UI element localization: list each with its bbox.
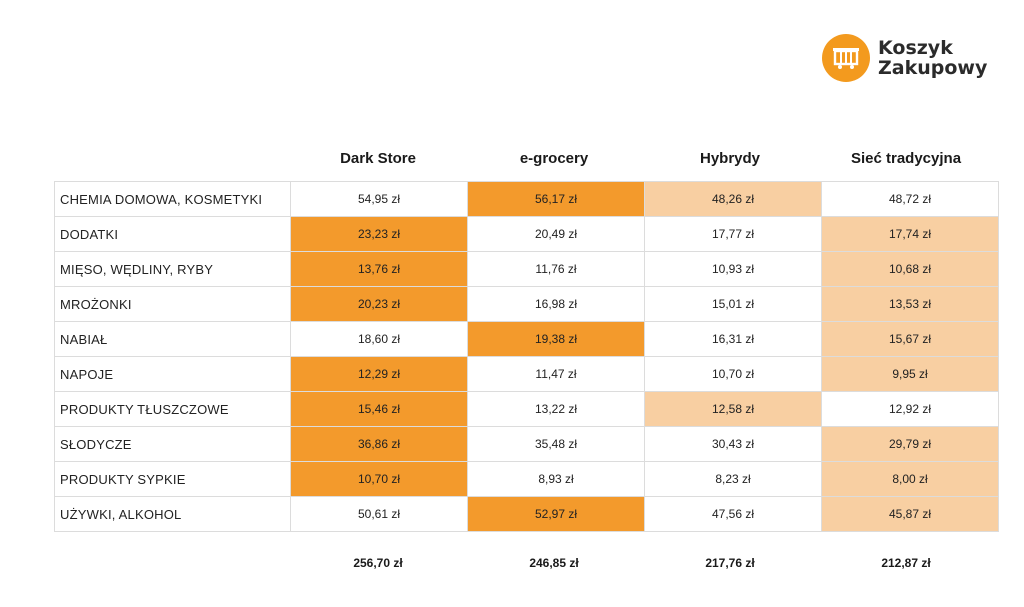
row-label: NAPOJE — [54, 356, 291, 392]
price-cell: 20,49 zł — [467, 216, 645, 252]
price-cell: 10,93 zł — [644, 251, 822, 287]
table-row: CHEMIA DOMOWA, KOSMETYKI 54,95 zł 56,17 zł… — [54, 181, 999, 217]
shopping-basket-icon — [822, 34, 870, 82]
total-e-grocery: 246,85 zł — [529, 556, 579, 570]
price-cell: 47,56 zł — [644, 496, 822, 532]
row-label: PRODUKTY TŁUSZCZOWE — [54, 391, 291, 427]
price-cell: 12,29 zł — [290, 356, 468, 392]
table-row: NABIAŁ 18,60 zł 19,38 zł 16,31 zł 15,67 zł — [54, 321, 999, 357]
price-cell: 15,01 zł — [644, 286, 822, 322]
column-header-siec-tradycyjna: Sieć tradycyjna — [850, 150, 962, 167]
price-cell: 13,22 zł — [467, 391, 645, 427]
price-cell: 48,72 zł — [821, 181, 999, 217]
price-cell: 11,76 zł — [467, 251, 645, 287]
total-dark-store: 256,70 zł — [353, 556, 403, 570]
price-cell: 10,68 zł — [821, 251, 999, 287]
price-cell: 19,38 zł — [467, 321, 645, 357]
price-cell: 17,74 zł — [821, 216, 999, 252]
price-cell: 35,48 zł — [467, 426, 645, 462]
price-cell: 16,98 zł — [467, 286, 645, 322]
price-cell: 23,23 zł — [290, 216, 468, 252]
brand-logo: Koszyk Zakupowy — [822, 34, 987, 82]
brand-name: Koszyk Zakupowy — [878, 38, 987, 78]
total-siec-tradycyjna: 212,87 zł — [881, 556, 931, 570]
row-label: SŁODYCZE — [54, 426, 291, 462]
row-label: MIĘSO, WĘDLINY, RYBY — [54, 251, 291, 287]
row-label: MROŻONKI — [54, 286, 291, 322]
table-row: MROŻONKI 20,23 zł 16,98 zł 15,01 zł 13,53 zł — [54, 286, 999, 322]
price-cell: 16,31 zł — [644, 321, 822, 357]
table-row: PRODUKTY SYPKIE 10,70 zł 8,93 zł 8,23 zł 8,0… — [54, 461, 999, 497]
price-cell: 15,67 zł — [821, 321, 999, 357]
price-cell: 10,70 zł — [290, 461, 468, 497]
column-header-hybrydy: Hybrydy — [699, 150, 761, 167]
price-comparison-table: CHEMIA DOMOWA, KOSMETYKI 54,95 zł 56,17 zł… — [54, 181, 999, 532]
price-cell: 9,95 zł — [821, 356, 999, 392]
price-cell: 18,60 zł — [290, 321, 468, 357]
table-row: SŁODYCZE 36,86 zł 35,48 zł 30,43 zł 29,79 zł — [54, 426, 999, 462]
brand-line-1: Koszyk — [878, 37, 953, 59]
table-row: NAPOJE 12,29 zł 11,47 zł 10,70 zł 9,95 zł — [54, 356, 999, 392]
price-cell: 15,46 zł — [290, 391, 468, 427]
row-label: NABIAŁ — [54, 321, 291, 357]
row-label: CHEMIA DOMOWA, KOSMETYKI — [54, 181, 291, 217]
price-cell: 20,23 zł — [290, 286, 468, 322]
total-hybrydy: 217,76 zł — [705, 556, 755, 570]
price-cell: 11,47 zł — [467, 356, 645, 392]
price-cell: 48,26 zł — [644, 181, 822, 217]
table-row: DODATKI 23,23 zł 20,49 zł 17,77 zł 17,74 zł — [54, 216, 999, 252]
row-label: PRODUKTY SYPKIE — [54, 461, 291, 497]
price-cell: 54,95 zł — [290, 181, 468, 217]
price-cell: 45,87 zł — [821, 496, 999, 532]
price-cell: 8,93 zł — [467, 461, 645, 497]
brand-line-2: Zakupowy — [878, 57, 988, 79]
table-row: UŻYWKI, ALKOHOL 50,61 zł 52,97 zł 47,56 zł 4… — [54, 496, 999, 532]
row-label: DODATKI — [54, 216, 291, 252]
price-cell: 17,77 zł — [644, 216, 822, 252]
price-cell: 50,61 zł — [290, 496, 468, 532]
price-cell: 12,92 zł — [821, 391, 999, 427]
price-cell: 13,76 zł — [290, 251, 468, 287]
column-header-e-grocery: e-grocery — [519, 150, 589, 167]
row-label: UŻYWKI, ALKOHOL — [54, 496, 291, 532]
price-cell: 56,17 zł — [467, 181, 645, 217]
price-cell: 52,97 zł — [467, 496, 645, 532]
table-row: MIĘSO, WĘDLINY, RYBY 13,76 zł 11,76 zł 10,9… — [54, 251, 999, 287]
price-cell: 12,58 zł — [644, 391, 822, 427]
price-cell: 13,53 zł — [821, 286, 999, 322]
price-cell: 30,43 zł — [644, 426, 822, 462]
price-cell: 8,23 zł — [644, 461, 822, 497]
price-cell: 29,79 zł — [821, 426, 999, 462]
price-cell: 8,00 zł — [821, 461, 999, 497]
column-header-dark-store: Dark Store — [340, 150, 416, 167]
table-row: PRODUKTY TŁUSZCZOWE 15,46 zł 13,22 zł 12,58… — [54, 391, 999, 427]
price-cell: 10,70 zł — [644, 356, 822, 392]
price-cell: 36,86 zł — [290, 426, 468, 462]
